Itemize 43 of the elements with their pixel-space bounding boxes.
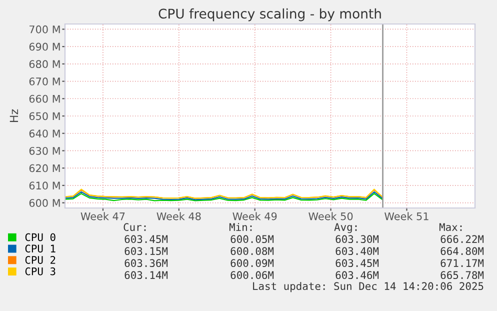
text: 600.08M xyxy=(230,247,274,256)
legend-label: CPU 0 xyxy=(25,233,56,242)
text: 603.45M xyxy=(336,259,379,268)
text: 671.17M xyxy=(440,259,484,268)
text: Min: xyxy=(229,222,252,231)
y-tick-label: 600 M xyxy=(29,199,60,207)
text: 666.22M xyxy=(440,235,484,244)
x-tick-label: Week 47 xyxy=(80,212,125,220)
y-tick-label: 690 M xyxy=(29,42,60,51)
x-tick-label: Week 50 xyxy=(308,212,353,220)
text: Cur: xyxy=(124,223,146,232)
text: 603.45M xyxy=(124,235,168,244)
text: 603.14M xyxy=(124,271,168,280)
chart-title: CPU frequency scaling - by month xyxy=(158,8,381,22)
text: Last update: Sun Dec 14 14:20:06 2025 xyxy=(253,282,484,292)
text: 603.40M xyxy=(336,247,379,256)
text: 603.46M xyxy=(336,271,379,280)
text: 665.78M xyxy=(440,271,484,280)
text: 600.09M xyxy=(230,259,274,268)
text: 603.15M xyxy=(124,247,168,256)
y-tick-label: 630 M xyxy=(29,146,60,155)
text: Avg: xyxy=(334,223,357,234)
legend-label: CPU 1 xyxy=(25,244,56,253)
text: 600.05M xyxy=(230,235,274,244)
x-tick-label: Week 49 xyxy=(232,212,277,220)
legend-label: CPU 2 xyxy=(25,256,56,264)
y-tick-label: 640 M xyxy=(29,130,60,138)
y-tick-label: 680 M xyxy=(29,60,60,68)
x-tick-label: Week 51 xyxy=(384,212,428,220)
legend-label: CPU 3 xyxy=(25,267,56,276)
y-tick-label: 620 M xyxy=(29,164,60,172)
text: 664.80M xyxy=(440,247,484,256)
text: Max: xyxy=(439,223,462,232)
y-tick-label: 700 M xyxy=(30,25,60,34)
x-tick-label: Week 48 xyxy=(156,212,201,220)
y-axis-title: Hz xyxy=(10,109,18,122)
y-tick-label: 610 M xyxy=(29,182,60,190)
text: 600.06M xyxy=(230,271,274,280)
y-tick-label: 650 M xyxy=(29,112,60,120)
text: 603.36M xyxy=(124,259,168,268)
y-tick-label: 660 M xyxy=(29,94,60,103)
text: 603.30M xyxy=(336,235,379,244)
y-tick-label: 670 M xyxy=(29,78,60,86)
